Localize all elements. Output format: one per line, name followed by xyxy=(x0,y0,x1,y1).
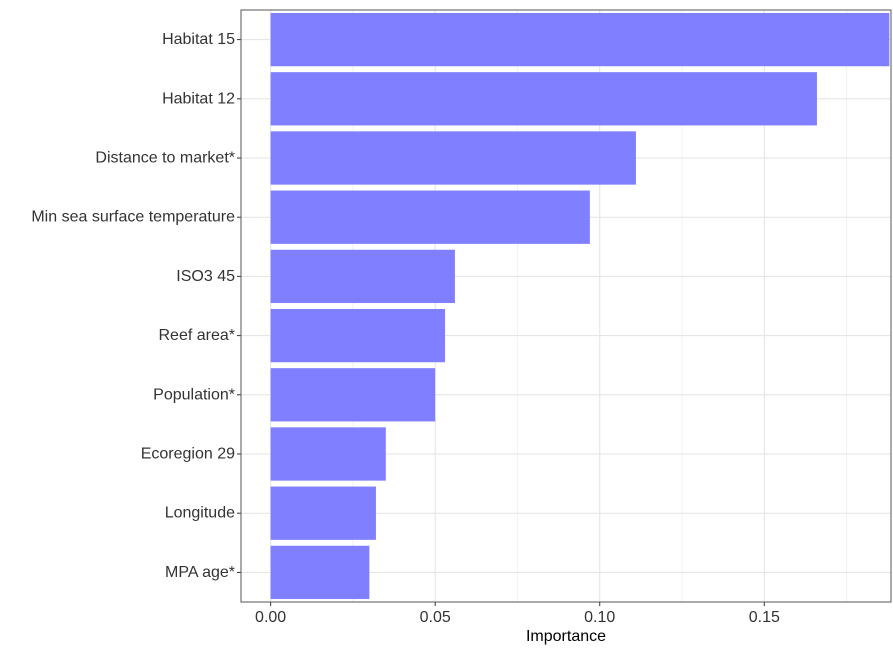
bar xyxy=(270,249,455,304)
bar xyxy=(270,368,436,422)
bar xyxy=(270,131,636,185)
y-tick-label: Reef area* xyxy=(159,327,236,344)
bar xyxy=(270,190,590,244)
bars xyxy=(270,12,890,600)
bar xyxy=(270,12,890,67)
y-tick-label: Habitat 15 xyxy=(162,31,235,48)
plot-panel-border xyxy=(240,9,892,603)
bar xyxy=(270,486,376,540)
y-tick-label: Ecoregion 29 xyxy=(141,446,235,463)
y-tick-label: ISO3 45 xyxy=(176,268,235,285)
x-tick-label: 0.10 xyxy=(584,609,615,626)
x-tick-label: 0.05 xyxy=(420,609,451,626)
bar xyxy=(270,72,817,126)
bar xyxy=(270,545,370,600)
y-tick-label: Habitat 12 xyxy=(162,90,235,107)
bar xyxy=(270,308,446,363)
x-axis-title: Importance xyxy=(526,628,606,645)
y-tick-label: MPA age* xyxy=(165,564,235,581)
y-tick-label: Min sea surface temperature xyxy=(31,209,235,226)
y-tick-label: Population* xyxy=(153,386,235,403)
bar xyxy=(270,427,386,481)
y-tick-label: Distance to market* xyxy=(95,150,235,167)
x-tick-label: 0.00 xyxy=(255,609,286,626)
y-tick-label: Longitude xyxy=(165,505,235,522)
x-tick-label: 0.15 xyxy=(749,609,780,626)
axes: Habitat 15 Habitat 12 Distance to market* M… xyxy=(31,31,780,626)
